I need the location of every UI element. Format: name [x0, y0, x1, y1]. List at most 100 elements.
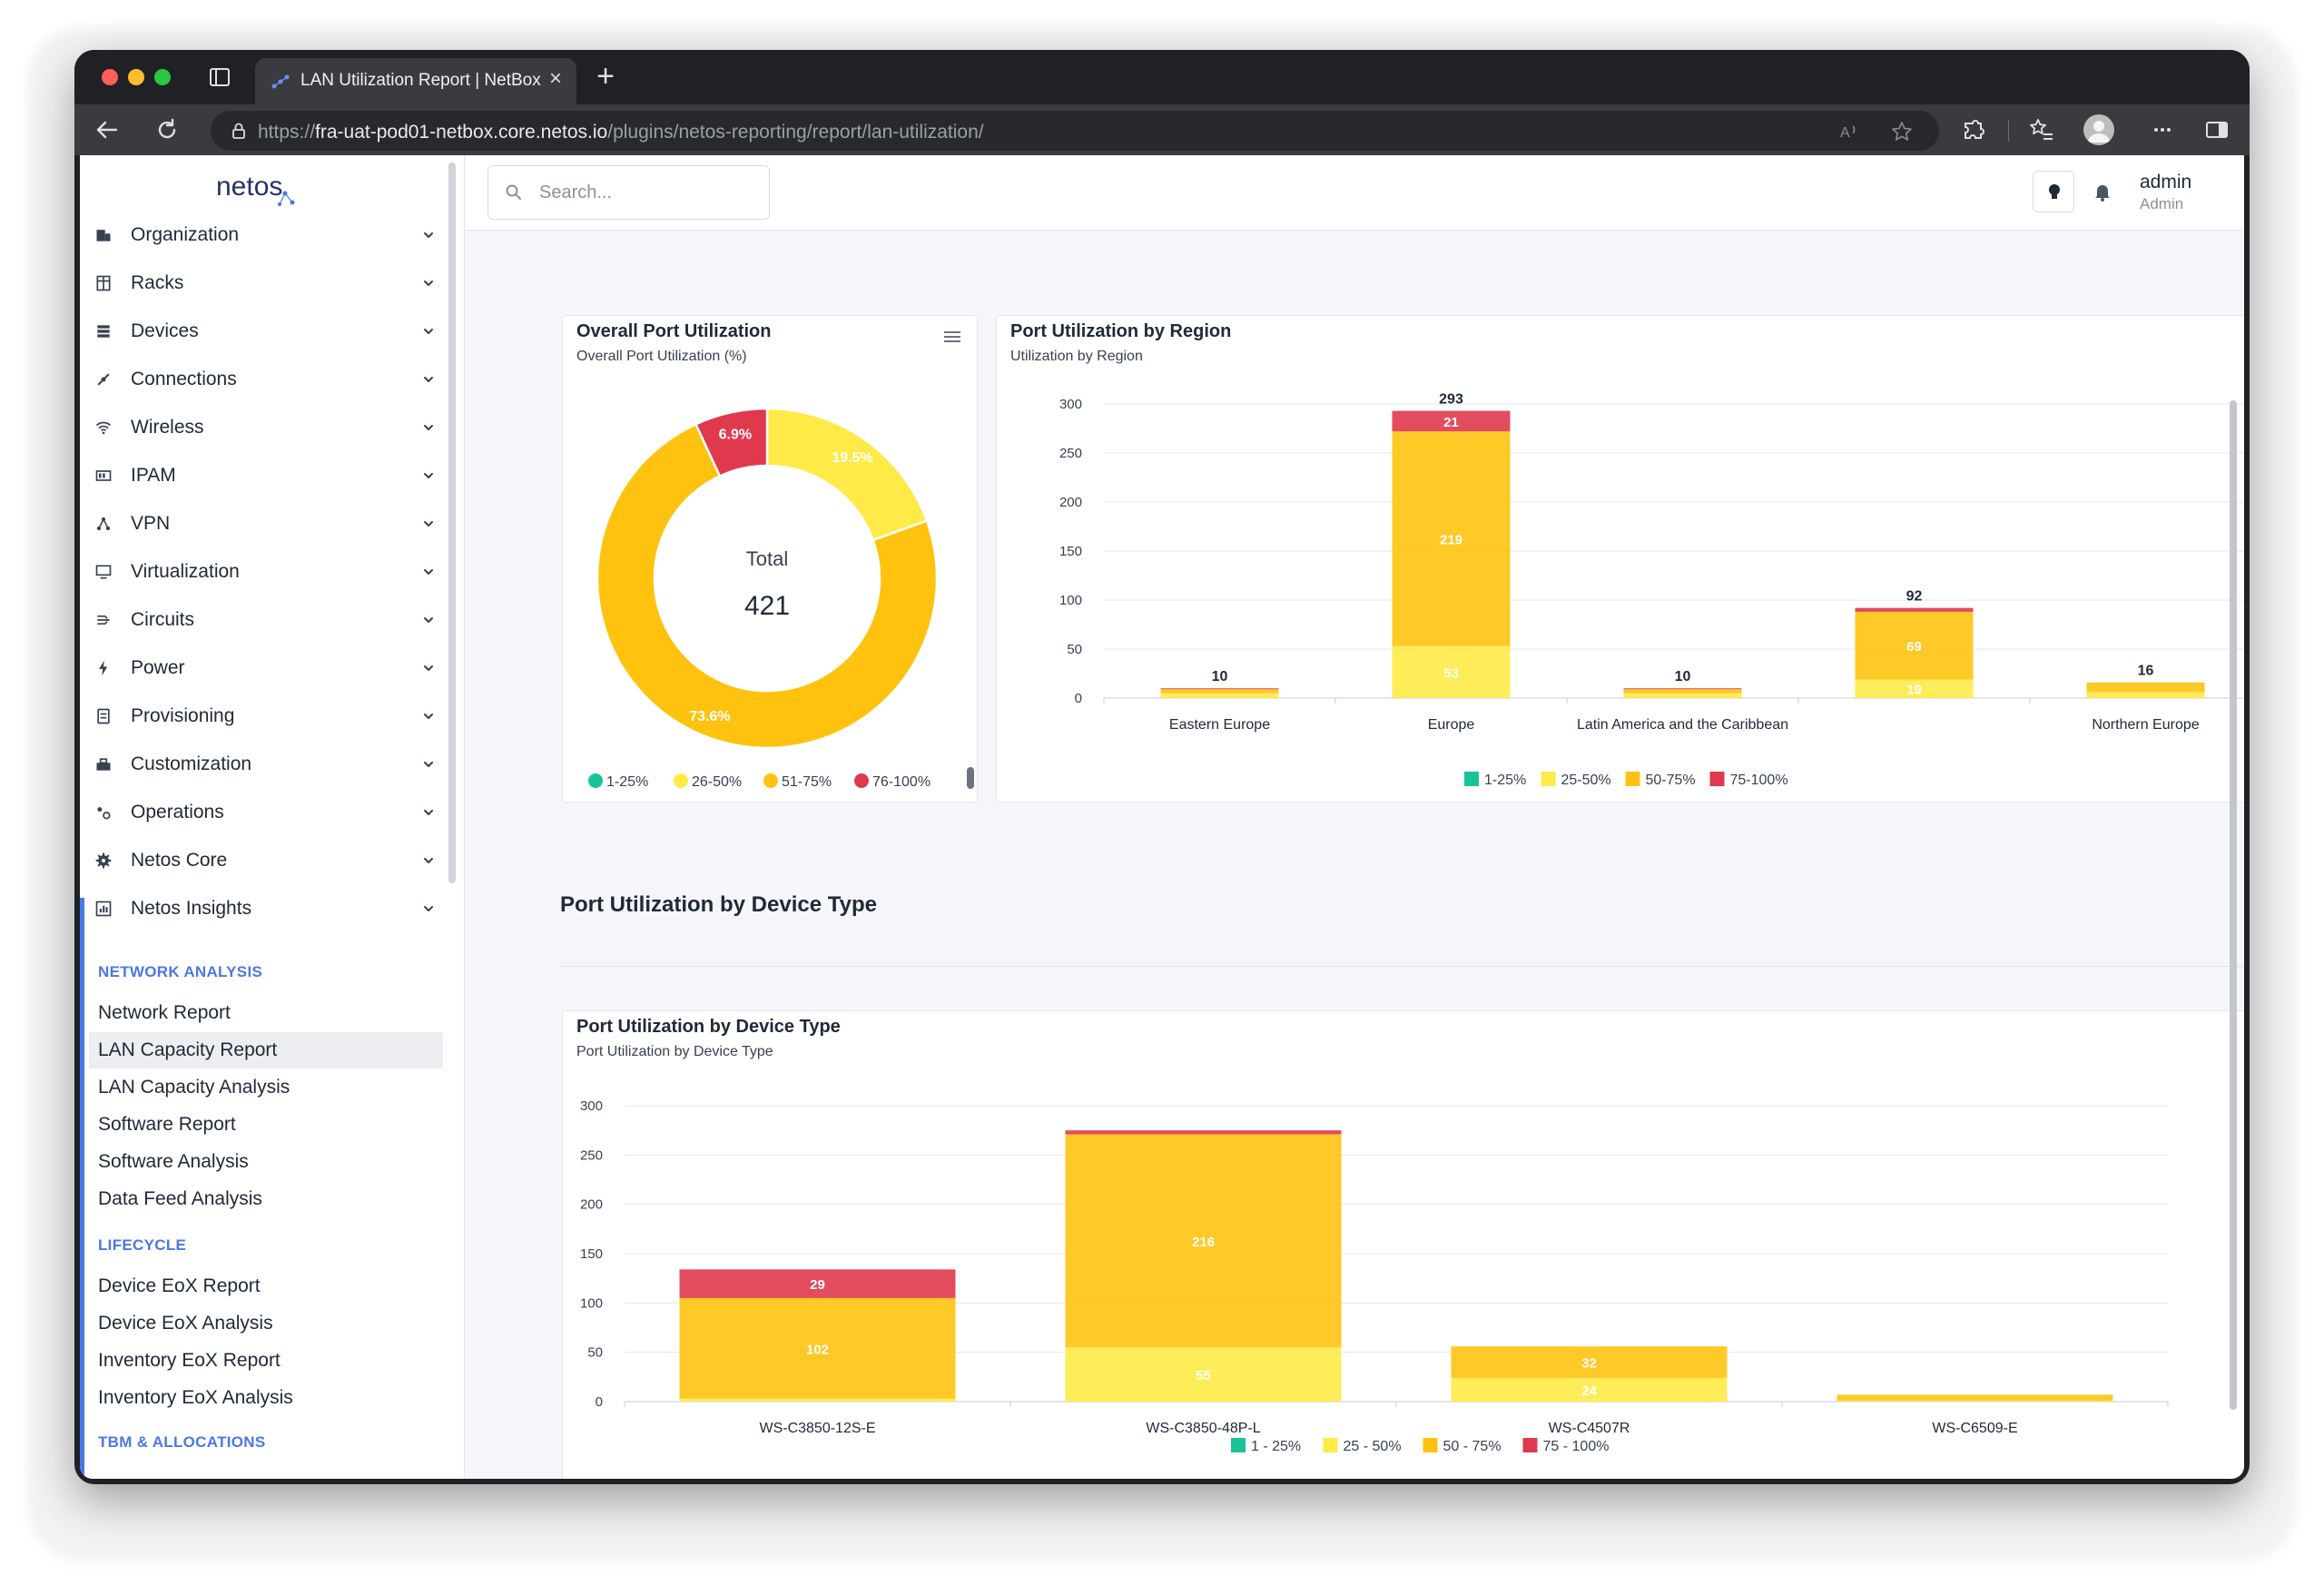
close-tab-icon[interactable]: ×	[548, 66, 562, 91]
lock-icon[interactable]	[229, 121, 249, 141]
sidebar-item-ipam[interactable]: IPAM	[93, 456, 438, 496]
report-link-software-report[interactable]: Software Report	[98, 1114, 236, 1135]
chart-menu-icon[interactable]	[940, 328, 964, 346]
sidebar-item-circuits[interactable]: Circuits	[93, 600, 438, 640]
bar-segment-25-50%[interactable]	[1837, 1400, 2113, 1402]
sidebar-item-vpn[interactable]: VPN	[93, 504, 438, 544]
sidebar-item-racks[interactable]: Racks	[93, 263, 438, 303]
legend-item[interactable]: 50-75%	[1625, 772, 1696, 788]
donut-slice-26-50%[interactable]	[765, 407, 929, 542]
legend-item[interactable]: 50 - 75%	[1423, 1438, 1502, 1454]
chevron-down-icon	[419, 707, 438, 725]
legend-item[interactable]: 1-25%	[1464, 772, 1526, 788]
report-link-network-report[interactable]: Network Report	[98, 1002, 231, 1023]
report-link-data-feed-analysis[interactable]: Data Feed Analysis	[98, 1188, 262, 1209]
bell-icon[interactable]	[2090, 179, 2115, 204]
sidebar-item-power[interactable]: Power	[93, 648, 438, 688]
sidebar-item-netos-core[interactable]: Netos Core	[93, 841, 438, 881]
sidebar-item-organization[interactable]: Organization	[93, 215, 438, 255]
extensions-icon[interactable]	[1960, 116, 1987, 143]
legend-item[interactable]: 25-50%	[1541, 772, 1611, 788]
sidebar-item-operations[interactable]: Operations	[93, 792, 438, 832]
address-bar[interactable]: https://fra-uat-pod01-netbox.core.netos.…	[211, 111, 1939, 151]
report-link-inventory-eox-report[interactable]: Inventory EoX Report	[98, 1350, 281, 1371]
legend-item[interactable]: 75 - 100%	[1522, 1438, 1610, 1454]
netos-logo[interactable]: netos	[216, 166, 307, 212]
reload-icon[interactable]	[153, 115, 182, 144]
bar-segment-50-75%[interactable]	[679, 1297, 956, 1399]
theme-toggle-button[interactable]	[2033, 171, 2074, 212]
sidebar-item-virtualization[interactable]: Virtualization	[93, 552, 438, 592]
legend-item[interactable]: 1-25%	[588, 773, 648, 790]
bar-segment-75-100%[interactable]	[1160, 688, 1279, 690]
bar-segment-25-50%[interactable]	[1160, 693, 1279, 698]
legend-item[interactable]: 75-100%	[1709, 772, 1788, 788]
legend-item[interactable]: 51-75%	[763, 773, 832, 790]
legend-marker	[1625, 772, 1640, 786]
page-scrollbar[interactable]	[2230, 400, 2237, 1410]
legend-item[interactable]: 1 - 25%	[1231, 1438, 1301, 1454]
favorite-star-icon[interactable]	[1890, 120, 1914, 143]
donut-slice-51-75%[interactable]	[596, 422, 939, 750]
bar-segment-75-100%[interactable]	[1623, 688, 1742, 690]
sidebar-item-connections[interactable]: Connections	[93, 359, 438, 399]
report-link-software-analysis[interactable]: Software Analysis	[98, 1151, 249, 1172]
sidebar-item-netos-insights[interactable]: Netos Insights	[93, 889, 438, 929]
bar-segment-50-75%[interactable]	[1392, 431, 1511, 646]
bar-segment-50-75%[interactable]	[1065, 1134, 1342, 1348]
back-arrow-icon[interactable]	[93, 115, 122, 144]
sidebar-item-customization[interactable]: Customization	[93, 744, 438, 784]
bar-segment-50-75%[interactable]	[1451, 1346, 1728, 1378]
legend-item[interactable]: 26-50%	[674, 773, 742, 790]
bar-total-label: 10	[1675, 669, 1691, 684]
user-name[interactable]: admin	[2140, 172, 2192, 192]
sidebar-item-devices[interactable]: Devices	[93, 311, 438, 351]
bar-segment-50-75%[interactable]	[2086, 682, 2205, 693]
sidebar-item-provisioning[interactable]: Provisioning	[93, 696, 438, 736]
read-aloud-icon[interactable]: A	[1837, 120, 1861, 143]
x-category-label: Europe	[1428, 717, 1475, 733]
device-type-bar-chart: 0 50 100 150 200 250 300 102 29 WS-C3850-12S-E 55 2…	[580, 1098, 2169, 1454]
report-link-inventory-eox-analysis[interactable]: Inventory EoX Analysis	[98, 1387, 293, 1408]
search-input[interactable]	[539, 179, 757, 206]
report-link-device-eox-report[interactable]: Device EoX Report	[98, 1275, 261, 1296]
minimize-window-button[interactable]	[128, 69, 144, 85]
profile-avatar[interactable]	[2083, 114, 2114, 145]
bar-segment-25-50%[interactable]	[2086, 692, 2205, 698]
maximize-window-button[interactable]	[154, 69, 171, 85]
more-options-icon[interactable]	[2149, 116, 2176, 143]
card-scrollbar[interactable]	[967, 767, 974, 789]
report-link-device-eox-analysis[interactable]: Device EoX Analysis	[98, 1313, 273, 1334]
sidebar-item-wireless[interactable]: Wireless	[93, 408, 438, 448]
new-tab-icon[interactable]: +	[596, 59, 615, 94]
y-tick-label: 50	[1067, 642, 1082, 657]
bar-segment-25-50%[interactable]	[679, 1398, 956, 1402]
bar-segment-25-50%[interactable]	[1451, 1377, 1728, 1402]
legend-item[interactable]: 76-100%	[854, 773, 931, 790]
bar-segment-25-50%[interactable]	[1855, 679, 1974, 698]
bar-segment-75-100%[interactable]	[679, 1269, 956, 1298]
donut-slice-76-100%[interactable]	[694, 407, 769, 478]
bar-segment-50-75%[interactable]	[1855, 611, 1974, 680]
bar-segment-25-50%[interactable]	[1065, 1347, 1342, 1402]
favorites-icon[interactable]	[2028, 116, 2055, 143]
bar-segment-50-75%[interactable]	[1623, 689, 1742, 694]
legend-item[interactable]: 25 - 50%	[1323, 1438, 1402, 1454]
search-box[interactable]	[487, 165, 770, 220]
url-scheme: https://	[258, 122, 316, 143]
report-link-lan-capacity-report[interactable]: LAN Capacity Report	[89, 1032, 443, 1068]
sidebar-toggle-icon[interactable]	[2203, 116, 2230, 143]
browser-tab-active[interactable]: LAN Utilization Report | NetBox ×	[255, 58, 576, 104]
close-window-button[interactable]	[102, 69, 118, 85]
bar-segment-25-50%[interactable]	[1623, 693, 1742, 698]
url-text[interactable]: https://fra-uat-pod01-netbox.core.netos.…	[258, 122, 984, 143]
sidebar-scrollbar[interactable]	[448, 162, 456, 883]
bar-segment-50-75%[interactable]	[1837, 1394, 2113, 1401]
tab-actions-icon[interactable]	[207, 64, 232, 90]
bar-segment-75-100%[interactable]	[1855, 607, 1974, 612]
bar-segment-75-100%[interactable]	[1065, 1130, 1342, 1135]
bar-segment-50-75%[interactable]	[1160, 689, 1279, 694]
bar-segment-25-50%[interactable]	[1392, 645, 1511, 698]
bar-segment-75-100%[interactable]	[1392, 410, 1511, 432]
report-link-lan-capacity-analysis[interactable]: LAN Capacity Analysis	[98, 1077, 290, 1098]
